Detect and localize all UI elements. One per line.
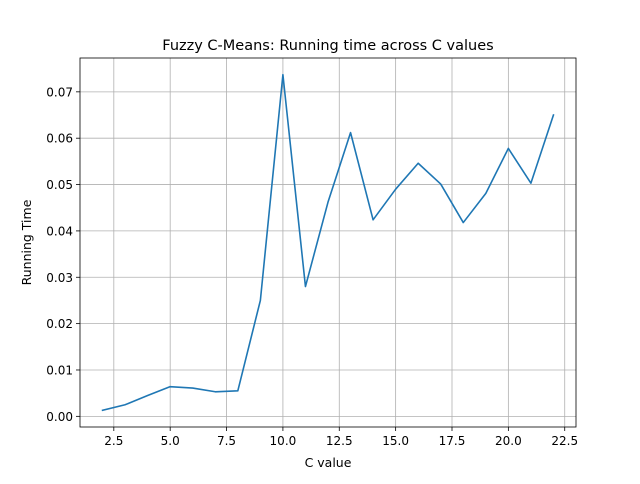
x-tick-label: 15.0 <box>382 434 409 448</box>
plot-area-frame <box>79 57 577 428</box>
x-axis-ticks: 2.5 5.0 7.5 10.0 12.5 15.0 17.5 20.0 22.5 <box>104 427 578 448</box>
x-tick-label: 7.5 <box>217 434 236 448</box>
y-tick-label: 0.01 <box>46 363 73 377</box>
y-tick-label: 0.05 <box>46 178 73 192</box>
y-tick-label: 0.02 <box>46 317 73 331</box>
x-tick-label: 10.0 <box>270 434 297 448</box>
x-tick-label: 17.5 <box>439 434 466 448</box>
y-tick-label: 0.07 <box>46 85 73 99</box>
x-axis-label: C value <box>305 455 352 470</box>
x-tick-label: 20.0 <box>495 434 522 448</box>
x-tick-label: 2.5 <box>104 434 123 448</box>
x-tick-label: 22.5 <box>551 434 578 448</box>
y-tick-label: 0.00 <box>46 410 73 424</box>
y-axis-label: Running Time <box>19 199 34 285</box>
y-tick-label: 0.03 <box>46 271 73 285</box>
y-tick-label: 0.06 <box>46 132 73 146</box>
series-layer <box>101 73 555 412</box>
y-axis-ticks: 0.00 0.01 0.02 0.03 0.04 0.05 0.06 0.07 <box>46 85 80 424</box>
x-tick-label: 12.5 <box>326 434 353 448</box>
running-time-series-line <box>101 73 555 412</box>
grid-lines <box>80 58 576 427</box>
chart-title: Fuzzy C-Means: Running time across C val… <box>162 38 493 54</box>
y-tick-label: 0.04 <box>46 224 73 238</box>
x-tick-label: 5.0 <box>161 434 180 448</box>
